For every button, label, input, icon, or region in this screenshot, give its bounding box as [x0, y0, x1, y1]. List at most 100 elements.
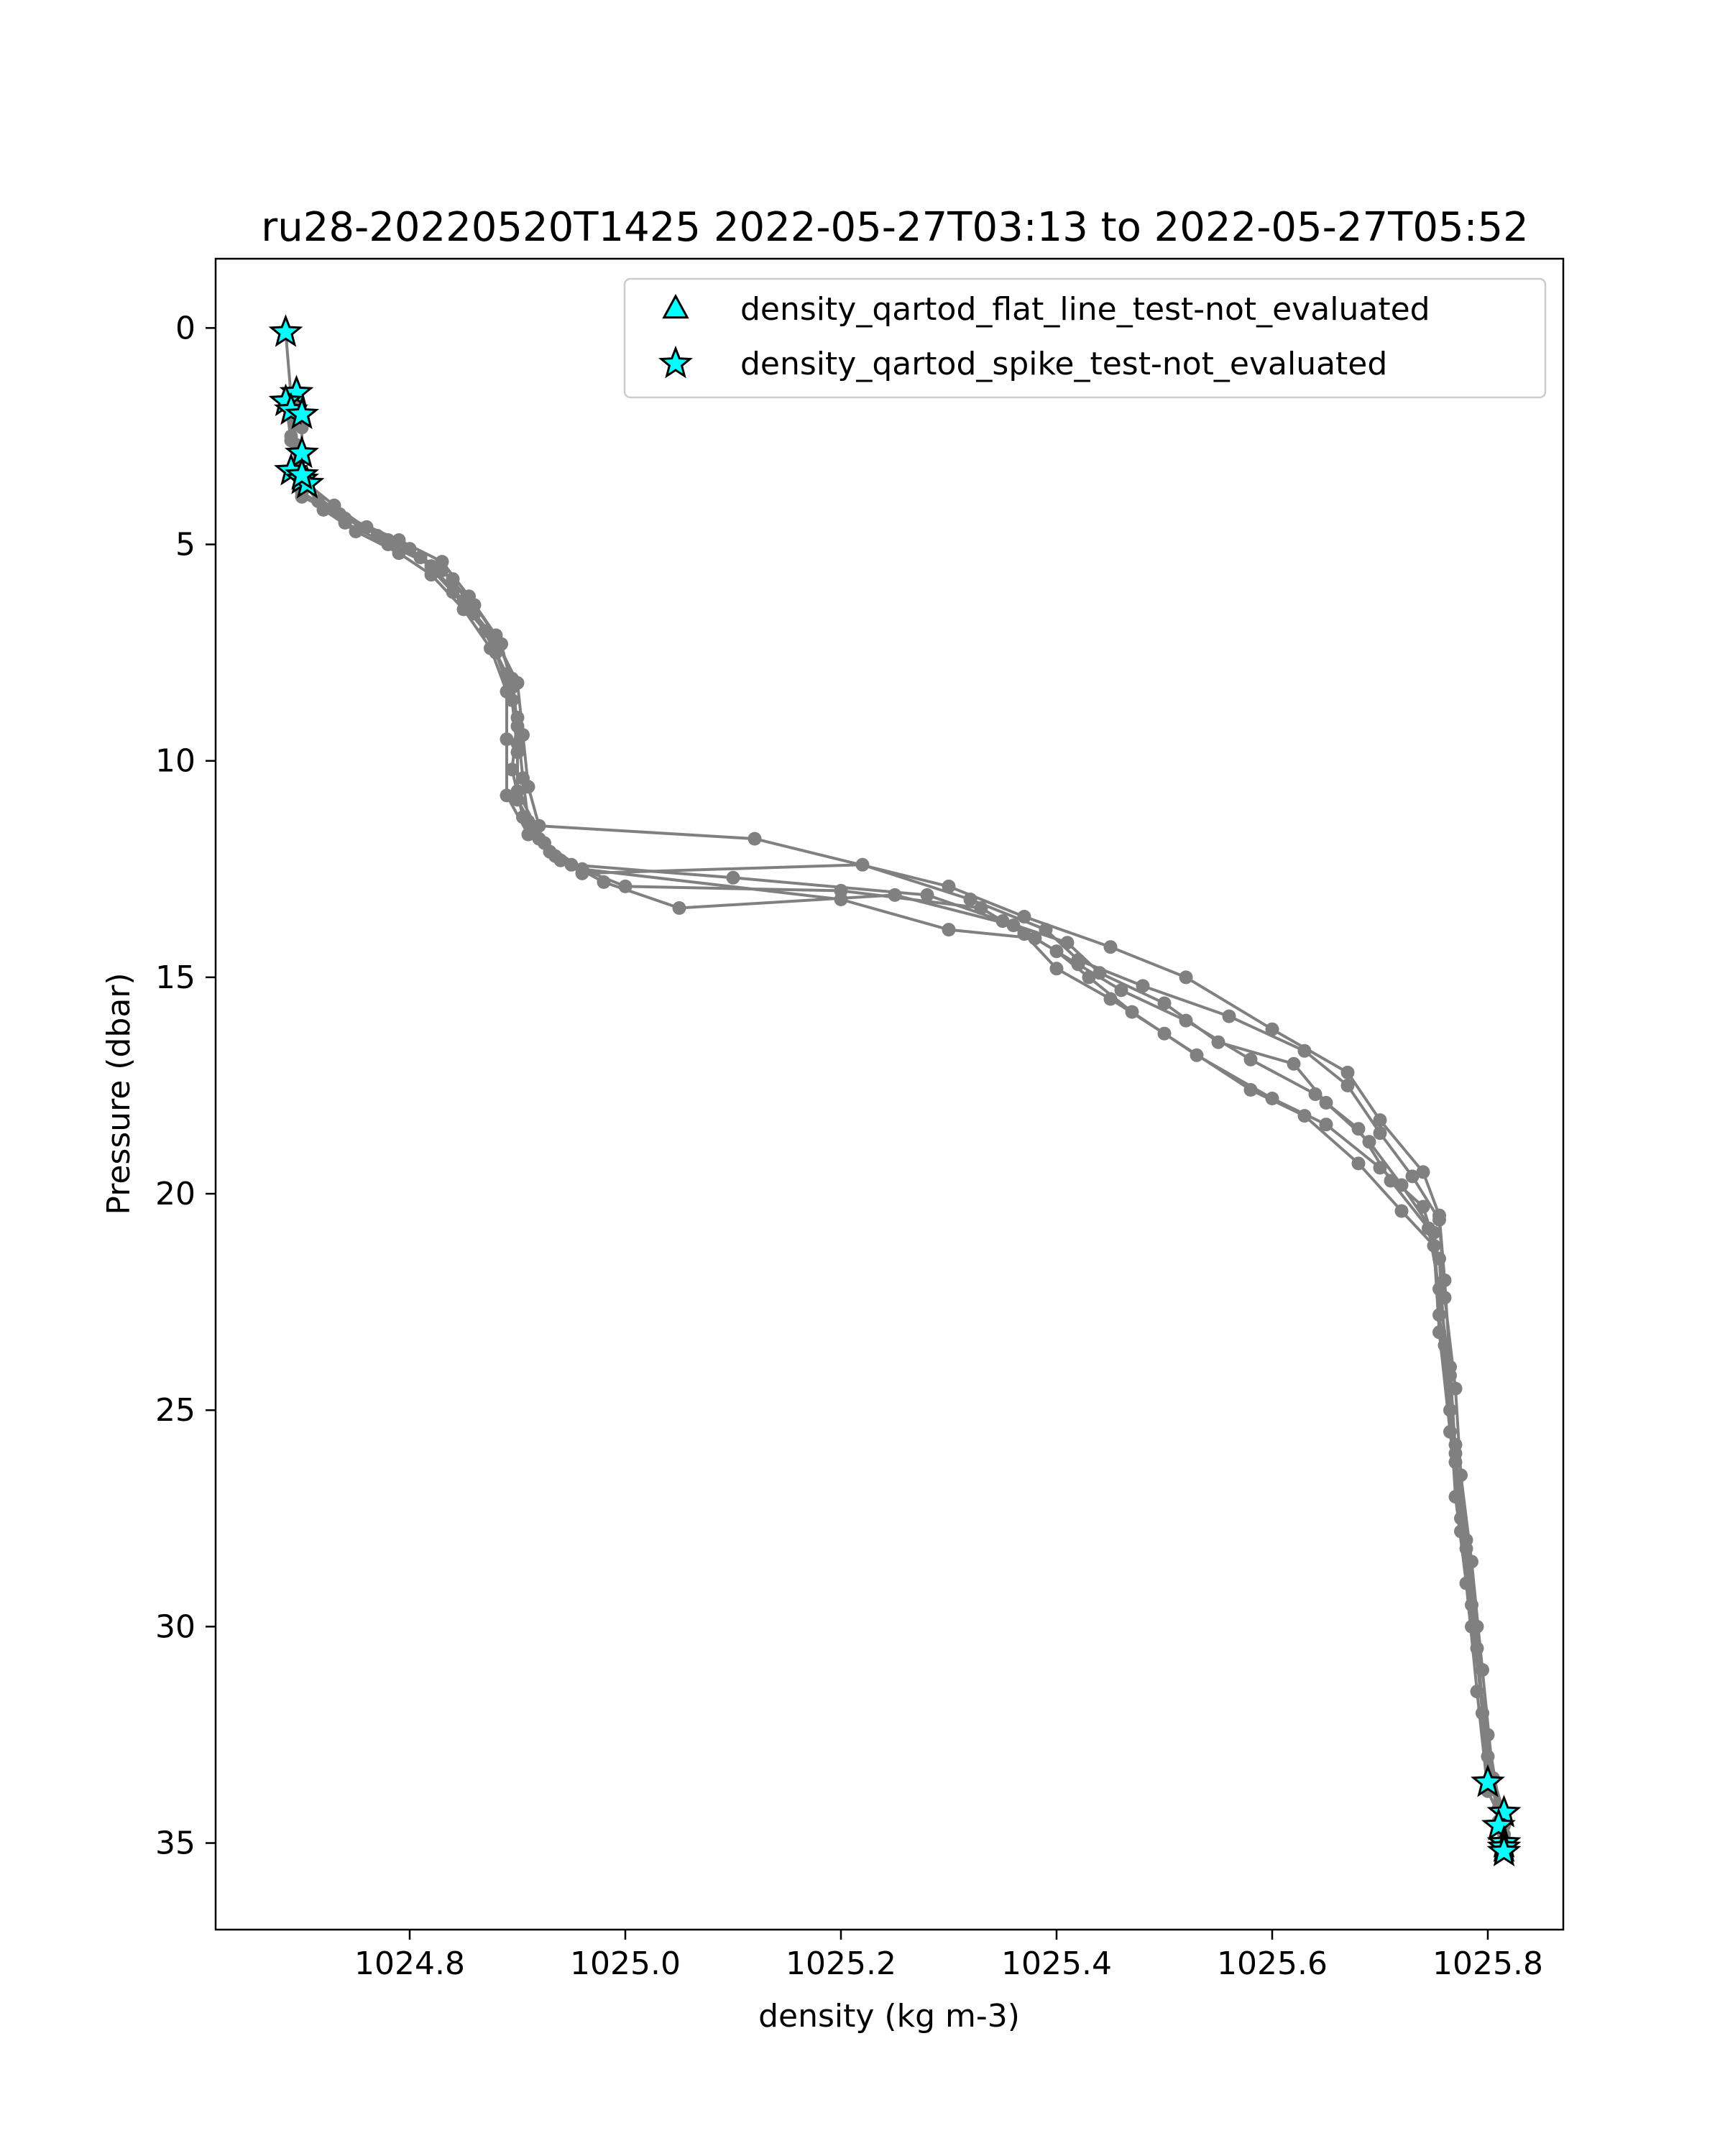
data-point	[1103, 940, 1118, 954]
data-point	[963, 893, 978, 906]
y-tick-label: 10	[155, 743, 196, 780]
x-tick-label: 1025.6	[1217, 1945, 1328, 1982]
data-point	[1373, 1113, 1387, 1128]
plot-area	[216, 259, 1563, 1930]
data-point	[1481, 1749, 1495, 1764]
data-point	[311, 494, 325, 508]
data-point	[888, 888, 902, 902]
legend: density_qartod_flat_line_test-not_evalua…	[623, 277, 1547, 399]
data-point	[538, 836, 551, 850]
data-point	[1470, 1641, 1484, 1655]
data-point	[1459, 1542, 1473, 1556]
data-point	[575, 862, 589, 876]
data-point	[435, 563, 449, 578]
data-point	[1190, 1048, 1204, 1062]
y-axis-label: Pressure (dbar)	[101, 972, 137, 1215]
spike-flag-star	[1486, 1833, 1522, 1866]
data-point	[1340, 1065, 1355, 1079]
data-point	[1422, 1221, 1435, 1235]
x-tick-label: 1025.2	[786, 1945, 896, 1982]
y-tick-label: 5	[175, 527, 196, 563]
data-point	[1308, 1087, 1322, 1101]
legend-label: density_qartod_spike_test-not_evaluated	[740, 346, 1387, 382]
data-point	[510, 737, 525, 751]
data-point	[1432, 1212, 1446, 1227]
data-point	[1287, 1056, 1301, 1071]
data-point	[505, 763, 519, 777]
data-point	[1028, 931, 1042, 946]
x-tick-label: 1025.8	[1432, 1945, 1543, 1982]
y-tick-label: 35	[155, 1825, 196, 1862]
data-point	[855, 857, 870, 872]
data-point	[381, 538, 395, 551]
data-point	[424, 568, 438, 582]
data-point	[1448, 1455, 1463, 1469]
data-point	[974, 901, 988, 915]
data-point	[942, 879, 956, 893]
data-point	[1297, 1044, 1312, 1058]
data-point	[1179, 970, 1193, 985]
data-point	[1243, 1052, 1258, 1067]
data-point	[1179, 1013, 1193, 1028]
data-point	[1432, 1282, 1446, 1296]
data-point	[505, 680, 519, 694]
legend-star-icon	[658, 345, 693, 379]
plot-frame	[214, 257, 1565, 1931]
data-point	[726, 870, 740, 885]
data-point	[748, 831, 762, 846]
data-point	[1136, 979, 1150, 993]
data-point	[1157, 996, 1172, 1010]
y-tick-label: 0	[175, 310, 196, 346]
data-point	[456, 602, 471, 617]
spike-flag-star	[1486, 1795, 1522, 1828]
chart-title: ru28-20220520T1425 2022-05-27T03:13 to 2…	[261, 204, 1528, 251]
data-point	[446, 572, 460, 586]
data-point	[338, 515, 352, 530]
data-point	[1351, 1122, 1366, 1136]
data-point	[597, 875, 611, 889]
data-point	[484, 641, 497, 655]
data-point	[1373, 1126, 1387, 1141]
legend-box	[623, 277, 1547, 399]
data-point	[1071, 957, 1085, 972]
data-point	[1006, 918, 1021, 933]
x-axis: 1024.8 1025.0 1025.2 1025.4 1025.6 1025.8	[354, 1930, 1543, 1982]
data-point	[467, 598, 482, 612]
y-tick-label: 15	[155, 959, 196, 996]
data-point	[392, 533, 406, 547]
data-point	[672, 901, 686, 915]
data-point	[1265, 1022, 1279, 1036]
data-point	[500, 788, 514, 803]
data-point	[1405, 1169, 1420, 1184]
x-tick-label: 1025.4	[1001, 1945, 1112, 1982]
data-point	[1351, 1156, 1366, 1171]
legend-triangle-icon	[662, 293, 689, 319]
legend-label: density_qartod_flat_line_test-not_evalua…	[740, 291, 1430, 328]
y-axis: 0 5 10 15 20 25 30 35	[155, 310, 216, 1862]
spike-flag-star	[1471, 1764, 1505, 1797]
y-tick-label: 30	[155, 1608, 196, 1645]
data-point	[1265, 1092, 1279, 1105]
x-axis-label: density (kg m-3)	[758, 1998, 1020, 2035]
data-point	[1319, 1118, 1333, 1132]
data-point	[1340, 1079, 1355, 1092]
data-point	[1125, 1005, 1139, 1019]
spike-flag-star	[285, 396, 319, 430]
x-tick-label: 1024.8	[354, 1945, 465, 1982]
data-point	[1394, 1204, 1409, 1218]
data-point	[1416, 1165, 1430, 1179]
data-point	[1060, 936, 1075, 950]
data-point	[1114, 983, 1128, 998]
data-point	[494, 637, 508, 651]
spike-flag-star	[268, 314, 303, 347]
data-point	[1049, 962, 1064, 976]
y-tick-label: 20	[155, 1176, 196, 1212]
data-point	[516, 771, 530, 786]
data-point	[1222, 1009, 1236, 1023]
data-point	[1416, 1199, 1430, 1214]
spike-flag-star	[1481, 1807, 1516, 1841]
data-point	[942, 923, 956, 937]
data-point	[834, 893, 848, 906]
spike-flag-star	[285, 457, 319, 490]
